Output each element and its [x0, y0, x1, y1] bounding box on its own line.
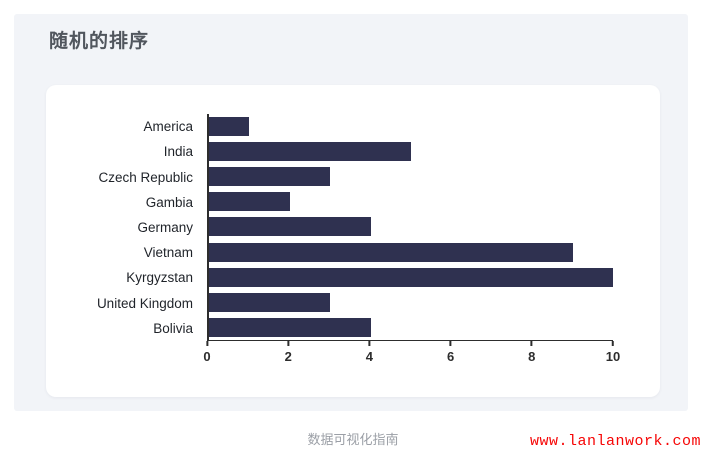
- category-label: Germany: [137, 219, 193, 235]
- bar-bolivia: [209, 317, 371, 337]
- chart-row: [209, 290, 613, 315]
- footer-caption: 数据可视化指南: [307, 432, 399, 447]
- x-axis-tick: 2: [285, 341, 292, 364]
- chart-row: [209, 189, 613, 214]
- chart-row: [209, 265, 613, 290]
- watermark-text: www.lanlanwork.com: [529, 433, 701, 450]
- chart-row: [209, 139, 613, 164]
- tick-label: 8: [528, 349, 536, 364]
- bar-america: [209, 117, 250, 137]
- chart-card: America India Czech Republic Gambia Germany V…: [46, 85, 660, 397]
- category-label: India: [163, 144, 193, 160]
- tick-mark: [530, 341, 533, 346]
- bar-gambia: [209, 192, 290, 212]
- x-axis-tick: 0: [203, 341, 211, 364]
- x-axis-tick: 8: [528, 341, 535, 364]
- y-axis-category-labels: America India Czech Republic Gambia Germany V…: [46, 114, 200, 341]
- chart-row: [209, 114, 613, 139]
- tick-label: 4: [365, 349, 374, 364]
- tick-label: 2: [284, 349, 292, 364]
- category-label: Gambia: [145, 194, 193, 210]
- tick-mark: [449, 341, 452, 346]
- tick-mark: [287, 341, 290, 346]
- chart-row: [209, 164, 613, 189]
- category-label: Bolivia: [153, 320, 193, 336]
- chart-panel: 随机的排序 America India Czech Republic Gambia Ge…: [14, 14, 688, 411]
- category-label: Kyrgyzstan: [126, 270, 193, 286]
- bar-india: [209, 142, 411, 162]
- bar-united-kingdom: [209, 292, 331, 312]
- category-label: America: [143, 119, 193, 135]
- tick-label: 10: [605, 349, 621, 364]
- bar-kyrgyzstan: [209, 267, 613, 287]
- category-label: Vietnam: [143, 245, 193, 261]
- x-axis-tick: 10: [606, 341, 620, 364]
- x-axis-tick: 4: [366, 341, 373, 364]
- tick-mark: [612, 341, 614, 346]
- bar-germany: [209, 217, 371, 237]
- tick-label: 6: [446, 349, 455, 364]
- page-title: 随机的排序: [49, 31, 150, 52]
- bar-vietnam: [209, 242, 573, 262]
- x-axis-ticks: 0 2 4 6 8 10: [203, 341, 620, 375]
- tick-mark: [205, 341, 208, 346]
- tick-mark: [368, 341, 371, 346]
- chart-row: [209, 214, 613, 239]
- category-label: Czech Republic: [98, 169, 193, 185]
- chart-row: [209, 240, 613, 265]
- bar-chart-plot-area: [207, 114, 613, 341]
- chart-row: [209, 315, 613, 340]
- bar-czech-republic: [209, 167, 331, 187]
- category-label: United Kingdom: [96, 295, 193, 311]
- tick-label: 0: [203, 349, 211, 364]
- x-axis-tick: 6: [447, 341, 454, 364]
